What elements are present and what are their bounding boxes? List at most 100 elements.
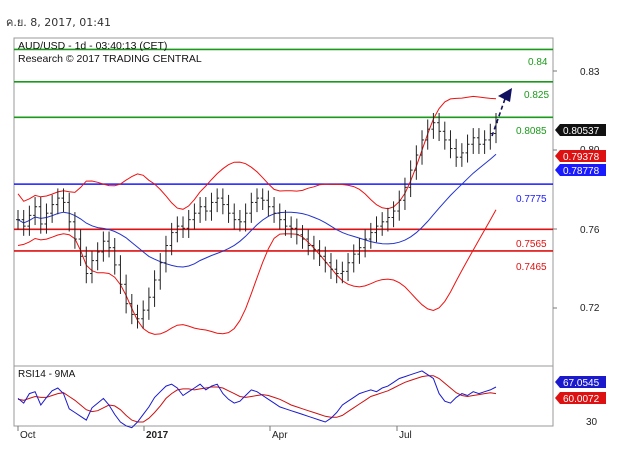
axis-ticks [17,70,557,431]
price-bar [146,287,151,320]
price-bar [249,192,254,223]
price-bar [368,222,373,249]
svg-text:67.0545: 67.0545 [563,378,600,389]
x-tick-label: Apr [272,430,288,441]
price-bar [420,130,425,165]
rsi-ma-value-tag: 60.0072 [555,392,606,405]
price-bar [50,194,55,223]
price-bar [397,190,402,221]
bollinger-lower [17,209,497,335]
price-bar [391,201,396,228]
price-bar [283,209,288,236]
price-bar [272,197,277,223]
price-bar [482,130,487,154]
price-bar [72,212,77,249]
price-bar [101,231,106,262]
price-bar [232,203,237,230]
price-bar [351,244,356,273]
price-bar [317,240,322,266]
y-tick-label: 0.72 [580,303,600,314]
price-bar [220,188,225,215]
level-lines [14,48,553,252]
price-bar [374,216,379,243]
level-label-resistance: 0.8085 [516,126,547,137]
price-bar [454,138,459,167]
price-bar [323,246,328,273]
projection-arrow [491,88,512,137]
bollinger-bands [17,95,497,335]
price-bar [27,205,32,236]
svg-text:0.80537: 0.80537 [563,126,600,137]
rsi-value-tag: 67.0545 [555,376,606,389]
price-bar [129,293,134,325]
price-bar [209,192,214,221]
price-bar [141,300,146,329]
rsi-title: RSI14 - 9MA [18,369,76,380]
level-label-resistance: 0.84 [528,57,548,68]
price-bar [152,270,157,307]
price-bar [192,203,197,230]
rsi-lines [17,370,497,429]
price-bar [118,255,123,294]
moving-average-line [17,153,497,268]
price-bar [237,209,242,232]
level-label-support: 0.7565 [516,239,547,250]
price-bar [311,235,316,260]
svg-text:60.0072: 60.0072 [563,394,600,405]
price-bar [33,197,38,226]
price-bar [226,194,231,223]
price-bar [300,225,305,249]
ma-price-tag: 0.78778 [555,164,606,177]
header-bar: ค.ย. 8, 2017, 01:41 [0,0,617,34]
price-bar [425,119,430,150]
price-bar [255,188,259,213]
price-bar [328,253,333,279]
price-bar [61,188,66,213]
price-panel-frame [13,37,554,367]
price-bar [158,253,163,290]
timestamp-label: ค.ย. 8, 2017, 01:41 [6,16,111,29]
rsi-tick-label: 30 [586,417,598,428]
level-label-support: 0.7465 [516,262,547,273]
price-bar [431,113,436,139]
price-bar [289,216,294,238]
price-bar [175,216,180,243]
price-bar [84,246,89,284]
price-bar [16,209,20,230]
price-bar [294,218,299,245]
price-bar [78,229,83,266]
price-bar [448,130,453,159]
y-tick-label: 0.76 [580,225,600,236]
price-bar [38,197,43,234]
price-bar [471,128,476,154]
price-bar [442,121,447,150]
price-bar [277,203,282,230]
x-tick-label: 2017 [146,430,169,441]
price-bar [203,197,208,221]
price-bar [169,222,174,256]
price-bar [465,134,470,163]
svg-text:0.78778: 0.78778 [563,166,600,177]
last-price-tag: 0.80537 [555,124,606,137]
price-bar [459,143,464,167]
price-bars [16,113,498,329]
price-bar [363,229,368,258]
price-bar [385,207,390,232]
price-bar [306,229,311,256]
price-bar [186,209,191,238]
price-bar [266,190,271,217]
chart-subtitle: Research © 2017 TRADING CENTRAL [18,53,202,65]
rsi-line [17,370,497,429]
price-bar [488,123,493,150]
price-bar [402,177,407,210]
price-bar [44,203,49,234]
price-bar [340,261,345,284]
moving-average [17,153,497,268]
price-bar [135,304,140,329]
x-tick-label: Oct [20,430,36,441]
chart-title: AUD/USD - 1d - 03:40:13 (CET) [18,40,167,52]
price-bar [414,145,419,180]
price-bar [437,113,442,142]
price-bar [163,235,168,273]
